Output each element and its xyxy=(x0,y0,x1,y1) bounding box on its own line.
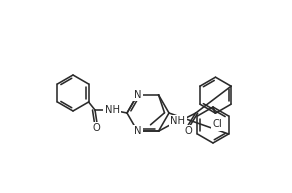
Text: NH: NH xyxy=(105,105,119,115)
Text: N: N xyxy=(134,126,141,136)
Text: O: O xyxy=(185,126,192,136)
Text: N: N xyxy=(134,90,141,100)
Text: NH: NH xyxy=(170,116,185,126)
Text: O: O xyxy=(92,123,100,133)
Text: Cl: Cl xyxy=(212,119,222,129)
